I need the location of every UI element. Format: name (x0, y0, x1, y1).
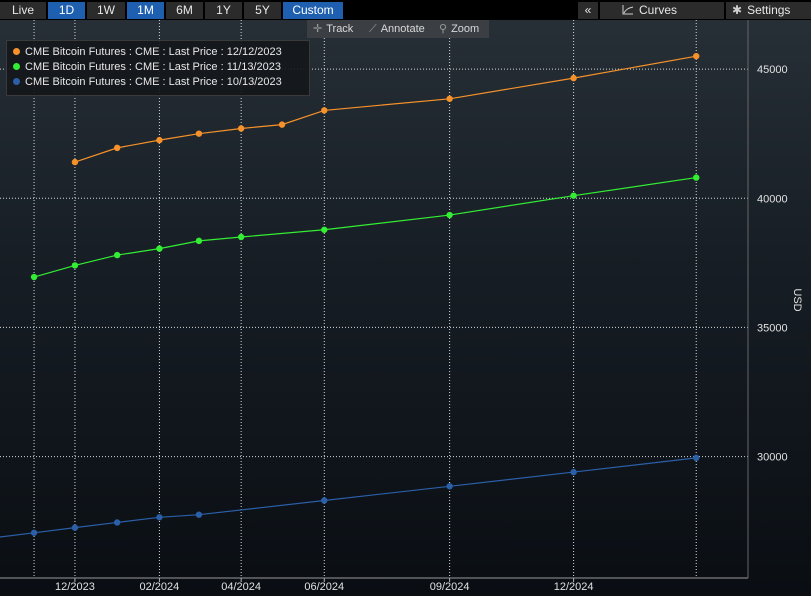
y-tick-label: 40000 (757, 193, 788, 205)
series-3-point (113, 519, 121, 526)
y-tick-label: 35000 (757, 322, 788, 334)
series-1-point (195, 130, 203, 137)
y-tick-label: 30000 (757, 452, 788, 464)
series-line-3 (0, 457, 697, 538)
series-1-point (237, 125, 245, 132)
series-1-point (113, 144, 121, 152)
series-1-point (570, 74, 577, 82)
series-3-point (570, 468, 577, 476)
x-tick-label: 12/2024 (554, 581, 594, 593)
axis-layer: 30000 35000 40000 45000 12/2023 02/2024 04/202… (0, 20, 803, 593)
series-2-point (195, 237, 203, 245)
legend-item-12-12-2023: CME Bitcoin Futures : CME : Last Price :… (13, 46, 282, 59)
x-tick-label: 02/2024 (140, 581, 180, 593)
legend-item-10-13-2023: CME Bitcoin Futures : CME : Last Price :… (13, 76, 282, 89)
legend-label: CME Bitcoin Futures : CME : Last Price :… (25, 76, 282, 88)
annotate-tool[interactable]: ⟋ Annotate (369, 20, 425, 38)
x-tick-label: 06/2024 (304, 581, 344, 593)
magnifier-icon: ⚲ (439, 23, 448, 35)
x-tick-label: 12/2023 (55, 581, 95, 593)
series-2-point (237, 233, 245, 241)
series-1-point (321, 107, 328, 114)
track-label: Track (326, 23, 354, 35)
range-1w-button[interactable]: 1W (87, 2, 125, 19)
series-1-point (71, 158, 79, 166)
x-tick-label: 04/2024 (221, 581, 261, 593)
settings-button[interactable]: ✱ Settings (726, 2, 811, 19)
x-tick-label: 09/2024 (430, 581, 470, 593)
zoom-tool[interactable]: ⚲ Zoom (439, 20, 479, 38)
gear-icon: ✱ (732, 3, 743, 17)
series-2-point (321, 226, 328, 233)
range-custom-button[interactable]: Custom (283, 2, 343, 19)
legend-marker-orange (13, 48, 20, 55)
series-1-point (446, 95, 453, 102)
series-2-point (113, 251, 121, 259)
series-2-point (693, 174, 700, 181)
series-1-point (693, 52, 700, 60)
time-range-toolbar: Live 1D 1W 1M 6M 1Y 5Y Custom « Curves ✱… (0, 0, 811, 20)
series-3-point (156, 514, 163, 521)
series-3-point (446, 483, 453, 490)
series-2-point (71, 262, 79, 269)
crosshair-icon: ✛ (313, 23, 323, 35)
legend-marker-blue (13, 78, 20, 85)
range-5y-button[interactable]: 5Y (244, 2, 281, 19)
curves-button[interactable]: Curves (600, 2, 724, 19)
legend-label: CME Bitcoin Futures : CME : Last Price :… (25, 61, 281, 73)
double-chevron-left-icon: « (584, 3, 592, 17)
series-1-point (278, 121, 286, 128)
y-axis-label: USD (791, 288, 803, 311)
series-3-point (30, 529, 38, 536)
chart-legend: CME Bitcoin Futures : CME : Last Price :… (6, 40, 310, 96)
annotate-label: Annotate (380, 23, 425, 35)
curves-icon (622, 2, 634, 19)
range-1m-button[interactable]: 1M (127, 2, 164, 19)
series-line-2 (33, 176, 697, 278)
series-3-point (195, 511, 203, 518)
range-6m-button[interactable]: 6M (166, 2, 203, 19)
series-layer (0, 52, 700, 538)
series-3-point (71, 524, 79, 531)
range-1d-button[interactable]: 1D (48, 2, 85, 19)
track-tool[interactable]: ✛ Track (313, 20, 353, 38)
zoom-label: Zoom (451, 23, 480, 35)
range-live-button[interactable]: Live (0, 2, 46, 19)
series-line-1 (74, 55, 697, 163)
series-2-point (446, 211, 453, 219)
series-2-point (156, 245, 163, 252)
series-3-point (693, 454, 700, 462)
legend-marker-green (13, 63, 20, 70)
chart-tools-bar: ✛ Track ⟋ Annotate ⚲ Zoom (307, 20, 489, 38)
series-1-point (156, 136, 163, 144)
legend-item-11-13-2023: CME Bitcoin Futures : CME : Last Price :… (13, 61, 281, 74)
y-tick-label: 45000 (757, 64, 788, 76)
series-2-point (570, 192, 577, 199)
legend-label: CME Bitcoin Futures : CME : Last Price :… (25, 46, 282, 58)
curves-label: Curves (639, 3, 678, 17)
collapse-button[interactable]: « (578, 2, 598, 19)
range-1y-button[interactable]: 1Y (205, 2, 242, 19)
series-2-point (30, 273, 38, 281)
settings-label: Settings (747, 3, 791, 17)
series-3-point (321, 497, 328, 504)
pencil-icon: ⟋ (369, 23, 377, 35)
